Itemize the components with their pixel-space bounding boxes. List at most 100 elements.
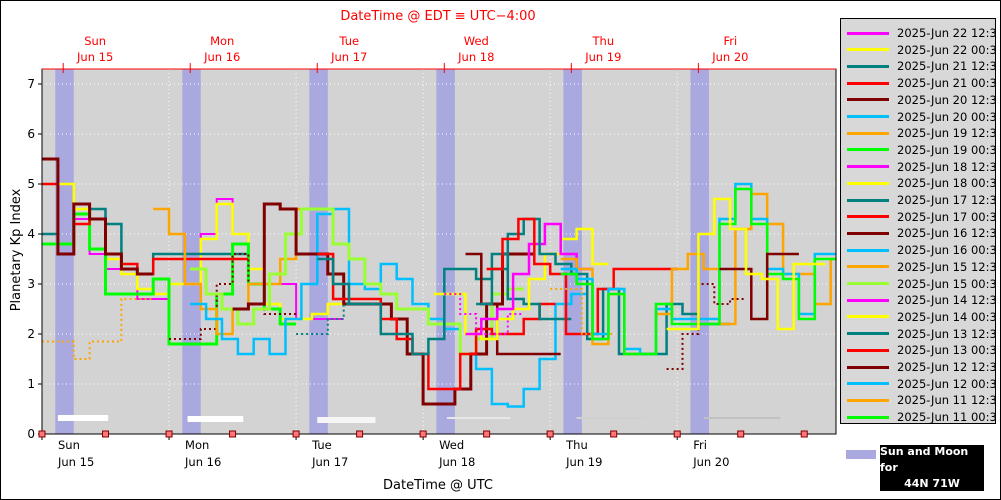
baseline-marker-6 (419, 430, 427, 438)
legend-item: 2025-Jun 16 12:30 (847, 225, 995, 241)
top-tick-date-3: Jun 18 (457, 50, 494, 64)
bottom-tick-date-2: Jun 17 (311, 455, 348, 469)
legend-item: 2025-Jun 22 12:30 (847, 25, 996, 41)
series-traces (42, 157, 836, 408)
baseline-marker-3 (229, 430, 237, 438)
legend-swatch (847, 98, 889, 102)
baseline-marker-7 (483, 430, 491, 438)
bottom-tick-date-3: Jun 18 (438, 455, 475, 469)
legend-label: 2025-Jun 20 12:30 (897, 92, 996, 107)
legend-item: 2025-Jun 18 00:30 (847, 175, 995, 191)
trace-15 (465, 252, 561, 356)
sun-moon-text-2: 44N 71W (904, 477, 960, 490)
y-tick-label-1: 1 (27, 377, 35, 391)
legend-label: 2025-Jun 14 00:30 (897, 309, 996, 324)
night-bands (55, 69, 709, 434)
baseline-marker-10 (673, 430, 681, 438)
legend-swatch (847, 48, 889, 52)
legend-item: 2025-Jun 15 00:30 (847, 276, 995, 292)
legend-swatch (847, 31, 889, 35)
bottom-tick-date-0: Jun 15 (57, 455, 94, 469)
y-tick-label-5: 5 (27, 177, 35, 191)
x-axis-label: DateTime @ UTC (383, 478, 493, 493)
trace-13 (317, 252, 556, 391)
legend-label: 2025-Jun 14 12:30 (897, 293, 996, 308)
sun-moon-swatches (846, 450, 876, 469)
legend-label: 2025-Jun 22 12:30 (897, 26, 996, 40)
top-tick-date-5: Jun 20 (711, 50, 748, 64)
legend-item: 2025-Jun 19 00:30 (847, 142, 995, 158)
trace-14 (317, 252, 572, 356)
legend-swatch (847, 198, 889, 202)
top-tick-date-4: Jun 19 (584, 50, 621, 64)
legend-swatch (847, 282, 889, 285)
top-tick-date-1: Jun 16 (203, 50, 240, 64)
top-tick-day-2: Tue (338, 34, 359, 48)
bottom-tick-date-4: Jun 19 (565, 455, 602, 469)
y-axis-label: Planetary Kp Index (9, 188, 24, 311)
legend-swatch (847, 332, 889, 336)
legend-item: 2025-Jun 11 12:30 (847, 392, 995, 408)
legend-label: 2025-Jun 12 12:30 (897, 360, 996, 374)
trace-25 (666, 283, 746, 370)
baseline-marker-2 (165, 430, 173, 438)
trace-9 (190, 207, 588, 408)
legend-item: 2025-Jun 13 00:30 (847, 342, 995, 358)
baseline-marker-12 (800, 430, 808, 438)
legend-item: 2025-Jun 22 00:30 (847, 42, 996, 58)
legend-swatch (847, 81, 889, 85)
legend-label: 2025-Jun 22 00:30 (897, 42, 996, 57)
baseline-marker-0 (38, 430, 46, 438)
trace-26 (719, 252, 799, 321)
baseline-marker-11 (737, 430, 745, 438)
legend-swatch (847, 181, 889, 185)
legend-item: 2025-Jun 11 00:30 (847, 409, 996, 424)
legend-label: 2025-Jun 12 00:30 (897, 376, 996, 391)
legend-item: 2025-Jun 21 12:30 (847, 58, 996, 74)
trace-8 (153, 207, 328, 336)
legend-label: 2025-Jun 17 12:30 (897, 193, 996, 207)
legend-item: 2025-Jun 12 12:30 (847, 359, 996, 375)
legend-swatch (847, 298, 889, 302)
chart-title: DateTime @ EDT ≡ UTC−4:00 (340, 9, 535, 24)
night-band-4 (563, 69, 582, 434)
legend-label: 2025-Jun 11 00:30 (897, 410, 996, 424)
legend-swatch (847, 165, 889, 169)
legend-label: 2025-Jun 19 12:30 (897, 126, 996, 141)
trace-20 (486, 217, 678, 336)
bottom-tick-date-5: Jun 20 (692, 455, 729, 469)
top-tick-day-0: Sun (84, 34, 106, 48)
night-band-5 (690, 69, 709, 434)
legend-label: 2025-Jun 21 12:30 (897, 59, 996, 74)
y-tick-label-3: 3 (27, 277, 35, 291)
top-tick-day-1: Mon (210, 34, 234, 48)
legend-item: 2025-Jun 17 12:30 (847, 192, 996, 208)
legend-item: 2025-Jun 14 00:30 (847, 309, 996, 325)
y-tick-label-4: 4 (27, 227, 35, 241)
bottom-tick-day-1: Mon (185, 438, 209, 452)
legend-item: 2025-Jun 16 00:30 (847, 242, 995, 258)
top-tick-day-3: Wed (464, 34, 489, 48)
legend-label: 2025-Jun 20 00:30 (897, 109, 996, 124)
y-tick-label-7: 7 (27, 77, 35, 91)
legend-swatch (847, 348, 889, 352)
legend-label: 2025-Jun 21 00:30 (897, 76, 996, 91)
y-tick-label-2: 2 (27, 327, 35, 341)
baseline-marker-9 (610, 430, 618, 438)
legend-swatch (847, 115, 889, 118)
bottom-tick-day-2: Tue (311, 438, 332, 452)
legend-label: 2025-Jun 15 12:30 (897, 259, 996, 274)
legend-swatch (847, 215, 889, 219)
top-tick-day-4: Thu (592, 34, 615, 48)
legend-item: 2025-Jun 15 12:30 (847, 259, 996, 275)
legend-label: 2025-Jun 17 00:30 (897, 209, 996, 224)
y-tick-label-0: 0 (27, 427, 35, 441)
night-band-2 (309, 69, 328, 434)
moon-bar-1 (187, 416, 244, 422)
sun-moon-label: Sun and Moon for 44N 71W (880, 445, 984, 491)
top-tick-date-2: Jun 17 (330, 50, 367, 64)
legend-swatch (847, 382, 889, 386)
top-tick-date-0: Jun 15 (76, 50, 113, 64)
legend-item: 2025-Jun 13 12:30 (847, 326, 995, 342)
